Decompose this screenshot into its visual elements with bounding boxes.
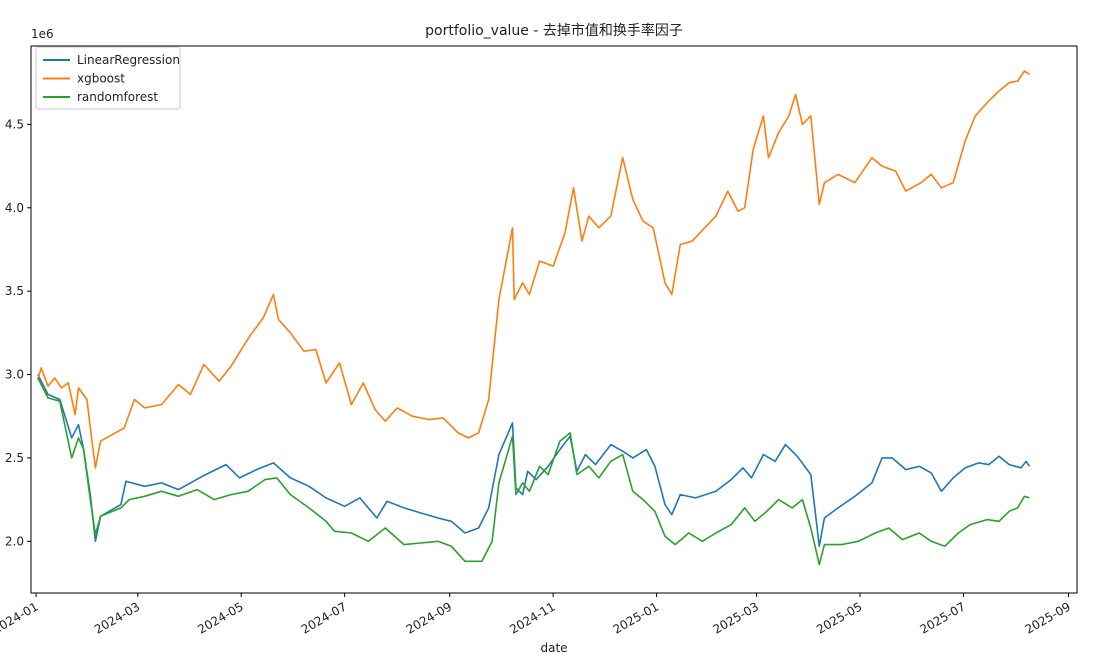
y-tick-label: 2.5 <box>5 451 24 465</box>
y-scale-label: 1e6 <box>31 27 54 41</box>
legend-box <box>35 46 181 110</box>
x-tick-label: 2025-03 <box>711 599 761 636</box>
y-tick-label: 4.5 <box>5 117 24 131</box>
series-line-LinearRegression <box>37 374 1031 548</box>
legend-label: randomforest <box>77 90 158 104</box>
x-tick-label: 2025-05 <box>814 599 864 636</box>
y-tick-label: 2.0 <box>5 534 24 548</box>
x-tick-label: 2024-09 <box>404 599 454 636</box>
x-tick-label: 2025-09 <box>1023 599 1073 636</box>
plot-area: 2.0 2.5 3.0 3.5 4.0 4.5 2024-01 2024-03 2024-05 2… <box>0 45 1078 637</box>
plot-frame <box>30 45 1078 594</box>
x-tick-label: 2024-01 <box>0 599 41 636</box>
series-line-xgboost <box>37 70 1030 469</box>
x-tick-label: 2025-01 <box>611 599 661 636</box>
y-tick-label: 3.0 <box>5 368 24 382</box>
x-tick-label: 2024-05 <box>195 599 245 636</box>
legend: LinearRegression xgboost randomforest <box>35 46 181 110</box>
y-tick-label: 4.0 <box>5 201 24 215</box>
x-axis-label: date <box>540 641 567 655</box>
x-tick-label: 2025-07 <box>917 599 967 636</box>
legend-label: xgboost <box>77 72 125 86</box>
series-line-randomforest <box>37 377 1030 566</box>
y-tick-label: 3.5 <box>5 284 24 298</box>
x-tick-label: 2024-03 <box>92 599 142 636</box>
legend-label: LinearRegression <box>77 53 180 67</box>
x-tick-label: 2024-11 <box>507 599 557 636</box>
chart-title: portfolio_value - 去掉市值和换手率因子 <box>425 22 683 39</box>
x-tick-label: 2024-07 <box>299 599 349 636</box>
